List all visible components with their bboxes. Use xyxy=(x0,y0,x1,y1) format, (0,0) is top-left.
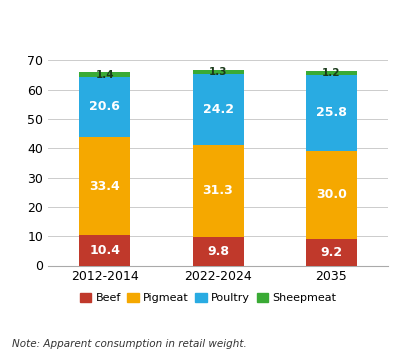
Bar xyxy=(79,235,130,266)
Text: 9.2: 9.2 xyxy=(320,246,342,258)
Text: Note: Apparent consumption in retail weight.: Note: Apparent consumption in retail wei… xyxy=(12,339,247,349)
Legend: Beef, Pigmeat, Poultry, Sheepmeat: Beef, Pigmeat, Poultry, Sheepmeat xyxy=(75,288,341,308)
Bar xyxy=(79,73,130,76)
Bar xyxy=(79,137,130,235)
Text: 33.4: 33.4 xyxy=(89,179,120,193)
Text: GRAPH 1.23: GRAPH 1.23 xyxy=(10,18,113,33)
Bar xyxy=(306,75,357,150)
Bar xyxy=(306,239,357,266)
Text: 1.2: 1.2 xyxy=(322,68,340,78)
Text: 1.4: 1.4 xyxy=(95,69,114,80)
Text: EU per capita meat consumption by meat type (kg): EU per capita meat consumption by meat t… xyxy=(90,19,398,32)
Text: 24.2: 24.2 xyxy=(202,103,234,116)
Text: 1.3: 1.3 xyxy=(209,67,227,77)
Text: 9.8: 9.8 xyxy=(207,245,229,258)
Bar xyxy=(192,70,244,74)
Bar xyxy=(306,150,357,239)
Text: 31.3: 31.3 xyxy=(203,184,233,197)
Bar xyxy=(192,237,244,266)
Text: 25.8: 25.8 xyxy=(316,106,347,119)
Text: 20.6: 20.6 xyxy=(89,100,120,113)
Text: 30.0: 30.0 xyxy=(316,188,347,201)
Text: 10.4: 10.4 xyxy=(89,244,120,257)
Bar xyxy=(79,76,130,137)
Bar xyxy=(192,74,244,145)
Bar xyxy=(192,145,244,237)
Bar xyxy=(306,71,357,75)
